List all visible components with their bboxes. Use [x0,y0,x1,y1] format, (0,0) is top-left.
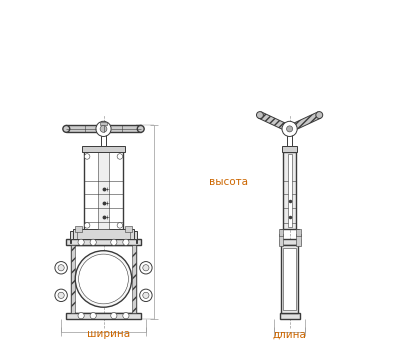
Circle shape [90,239,96,245]
Circle shape [63,126,70,132]
Circle shape [90,312,96,319]
Circle shape [58,292,64,299]
Circle shape [123,312,129,319]
Bar [73,229,134,239]
Circle shape [256,112,263,118]
Bar [66,239,140,245]
Circle shape [111,239,117,245]
Circle shape [84,154,90,159]
Circle shape [117,222,123,228]
Bar [288,154,292,227]
Circle shape [100,126,107,132]
Bar [296,229,301,236]
Bar [280,312,300,319]
Circle shape [143,265,149,271]
Bar [287,130,292,146]
Circle shape [78,312,84,319]
Text: высота: высота [209,176,248,186]
Polygon shape [123,230,137,243]
Circle shape [55,262,67,274]
Bar [75,226,82,232]
Bar [278,234,283,246]
Polygon shape [258,112,291,132]
Bar [125,226,132,232]
Bar [98,152,109,229]
Circle shape [282,121,297,136]
Bar [82,146,125,152]
Circle shape [78,239,84,245]
Text: ширина: ширина [87,329,130,339]
Circle shape [140,289,152,302]
Bar [282,146,297,152]
Circle shape [75,251,132,307]
Polygon shape [288,112,321,132]
Bar [283,248,296,310]
Bar [280,239,300,245]
Circle shape [55,289,67,302]
Polygon shape [71,245,75,312]
Circle shape [117,154,123,159]
Circle shape [84,222,90,228]
Bar [283,152,296,229]
Bar [100,122,107,126]
Polygon shape [132,245,136,312]
Bar [66,312,140,319]
Circle shape [137,126,144,132]
Circle shape [316,112,323,118]
Circle shape [123,239,129,245]
Bar [101,130,106,146]
Bar [278,229,283,236]
Bar [296,234,301,246]
Circle shape [111,312,117,319]
Bar [66,126,141,132]
Circle shape [79,254,128,304]
Polygon shape [70,230,84,243]
Circle shape [58,265,64,271]
Circle shape [96,121,111,136]
Circle shape [140,262,152,274]
Circle shape [286,126,293,132]
Text: длина: длина [273,329,306,339]
Circle shape [143,292,149,299]
Bar [281,245,298,312]
